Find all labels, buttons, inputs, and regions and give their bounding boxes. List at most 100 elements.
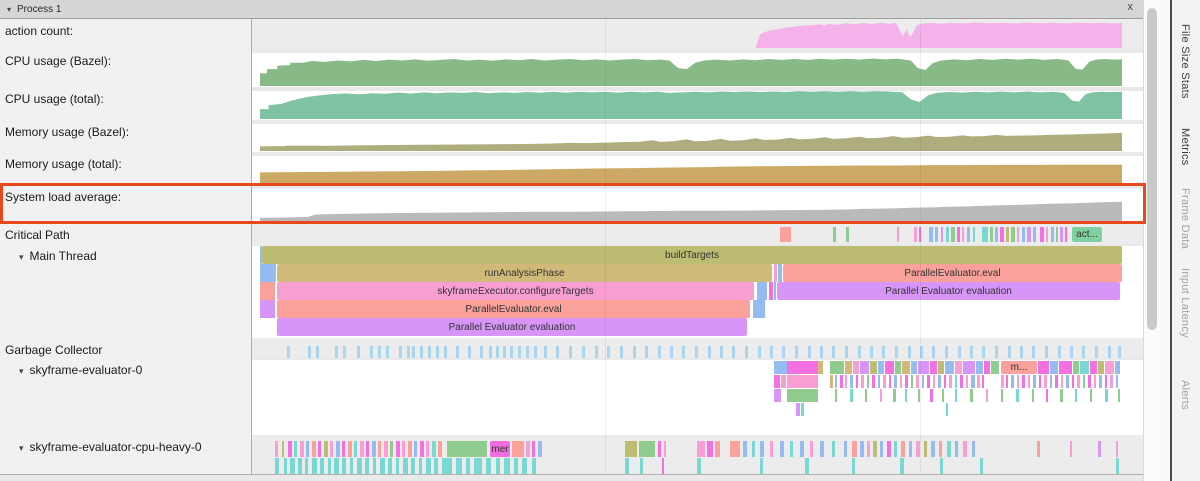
trace-slice[interactable] <box>1088 375 1091 388</box>
trace-slice[interactable] <box>909 441 912 457</box>
trace-slice[interactable] <box>420 346 423 358</box>
tab-alerts[interactable]: Alerts <box>1179 380 1191 410</box>
trace-slice[interactable] <box>1065 227 1067 242</box>
trace-slice[interactable] <box>662 458 664 475</box>
trace-slice[interactable] <box>320 458 324 475</box>
trace-slice[interactable] <box>595 346 598 358</box>
trace-slice[interactable] <box>860 441 864 457</box>
trace-slice[interactable] <box>852 441 857 457</box>
trace-slice[interactable] <box>426 441 429 457</box>
trace-slice-labeled[interactable]: buildTargets <box>262 246 1122 264</box>
trace-slice[interactable] <box>350 458 353 475</box>
trace-slice[interactable] <box>1050 375 1052 388</box>
trace-slice[interactable] <box>474 458 482 475</box>
trace-slice[interactable] <box>260 264 276 282</box>
vertical-scrollbar[interactable] <box>1143 0 1160 481</box>
collapse-arrow-icon[interactable]: ▾ <box>19 443 24 453</box>
trace-slice[interactable] <box>1070 346 1073 358</box>
trace-slice[interactable] <box>434 458 438 475</box>
skyframe-evaluator-cpu-heavy-0-flamechart[interactable]: mer <box>252 435 1143 475</box>
trace-slice[interactable] <box>963 361 975 374</box>
trace-slice[interactable] <box>808 346 811 358</box>
trace-slice[interactable] <box>1017 227 1019 242</box>
trace-slice[interactable] <box>1066 375 1069 388</box>
trace-slice[interactable] <box>840 375 843 388</box>
trace-slice[interactable] <box>916 375 919 388</box>
trace-slice[interactable] <box>300 441 304 457</box>
trace-slice[interactable] <box>972 441 975 457</box>
trace-slice[interactable] <box>970 389 973 402</box>
trace-slice[interactable] <box>940 458 943 475</box>
trace-slice[interactable] <box>645 346 648 358</box>
trace-slice[interactable] <box>900 375 902 388</box>
trace-slice-labeled[interactable]: runAnalysisPhase <box>277 264 772 282</box>
trace-slice[interactable] <box>873 441 877 457</box>
trace-slice[interactable] <box>411 458 415 475</box>
trace-slice[interactable] <box>856 375 858 388</box>
trace-slice[interactable] <box>1033 375 1036 388</box>
tab-metrics[interactable]: Metrics <box>1179 128 1191 166</box>
trace-slice[interactable] <box>316 346 319 358</box>
trace-slice[interactable] <box>373 458 376 475</box>
trace-slice-labeled[interactable]: m... <box>1001 361 1037 374</box>
trace-slice[interactable] <box>918 361 929 374</box>
trace-slice[interactable] <box>695 346 698 358</box>
trace-slice[interactable] <box>908 346 911 358</box>
trace-slice[interactable] <box>348 441 352 457</box>
collapse-arrow-icon[interactable]: ▾ <box>7 4 12 14</box>
trace-slice[interactable] <box>396 441 400 457</box>
trace-slice[interactable] <box>456 458 462 475</box>
trace-slice[interactable] <box>378 346 381 358</box>
trace-slice[interactable] <box>342 458 346 475</box>
trace-slice[interactable] <box>512 441 524 457</box>
trace-slice[interactable] <box>360 441 364 457</box>
trace-slice[interactable] <box>991 361 999 374</box>
trace-slice[interactable] <box>982 375 984 388</box>
trace-slice[interactable] <box>1094 375 1096 388</box>
trace-slice[interactable] <box>790 441 793 457</box>
trace-slice[interactable] <box>743 441 747 457</box>
trace-slice[interactable] <box>1008 346 1011 358</box>
trace-slice[interactable] <box>633 346 636 358</box>
trace-slice[interactable] <box>769 282 773 300</box>
trace-slice[interactable] <box>1072 375 1074 388</box>
trace-slice[interactable] <box>720 346 723 358</box>
trace-slice[interactable] <box>442 458 452 475</box>
trace-slice[interactable] <box>284 458 287 475</box>
trace-slice[interactable] <box>1006 227 1009 242</box>
trace-slice[interactable] <box>774 375 780 388</box>
skyframe-evaluator-0-flamechart[interactable]: m... <box>252 358 1143 435</box>
trace-slice[interactable] <box>914 227 917 242</box>
trace-slice[interactable] <box>867 441 870 457</box>
trace-slice[interactable] <box>407 346 410 358</box>
trace-slice[interactable] <box>715 441 720 457</box>
trace-slice[interactable] <box>833 227 836 242</box>
trace-slice[interactable] <box>905 389 907 402</box>
trace-slice[interactable] <box>760 441 764 457</box>
trace-slice[interactable] <box>902 361 910 374</box>
trace-slice[interactable] <box>835 389 837 402</box>
trace-slice[interactable] <box>1059 361 1072 374</box>
trace-slice[interactable] <box>830 361 844 374</box>
trace-slice[interactable] <box>625 441 637 457</box>
trace-slice[interactable] <box>882 346 885 358</box>
trace-slice[interactable] <box>428 346 431 358</box>
trace-slice[interactable] <box>522 458 527 475</box>
trace-slice[interactable] <box>850 389 853 402</box>
trace-slice[interactable] <box>366 441 369 457</box>
vertical-scrollbar-thumb[interactable] <box>1147 8 1157 330</box>
trace-slice[interactable] <box>861 375 864 388</box>
trace-slice[interactable] <box>372 441 376 457</box>
trace-slice[interactable] <box>832 441 835 457</box>
trace-slice[interactable] <box>927 375 930 388</box>
trace-slice[interactable] <box>378 441 381 457</box>
trace-slice[interactable] <box>260 246 262 264</box>
trace-slice[interactable] <box>901 441 905 457</box>
trace-slice[interactable] <box>1016 389 1019 402</box>
trace-slice[interactable] <box>386 346 389 358</box>
trace-slice[interactable] <box>390 441 393 457</box>
trace-slice[interactable] <box>318 441 321 457</box>
close-icon[interactable]: x <box>1127 1 1134 13</box>
trace-slice[interactable] <box>328 458 331 475</box>
trace-slice[interactable] <box>357 458 362 475</box>
